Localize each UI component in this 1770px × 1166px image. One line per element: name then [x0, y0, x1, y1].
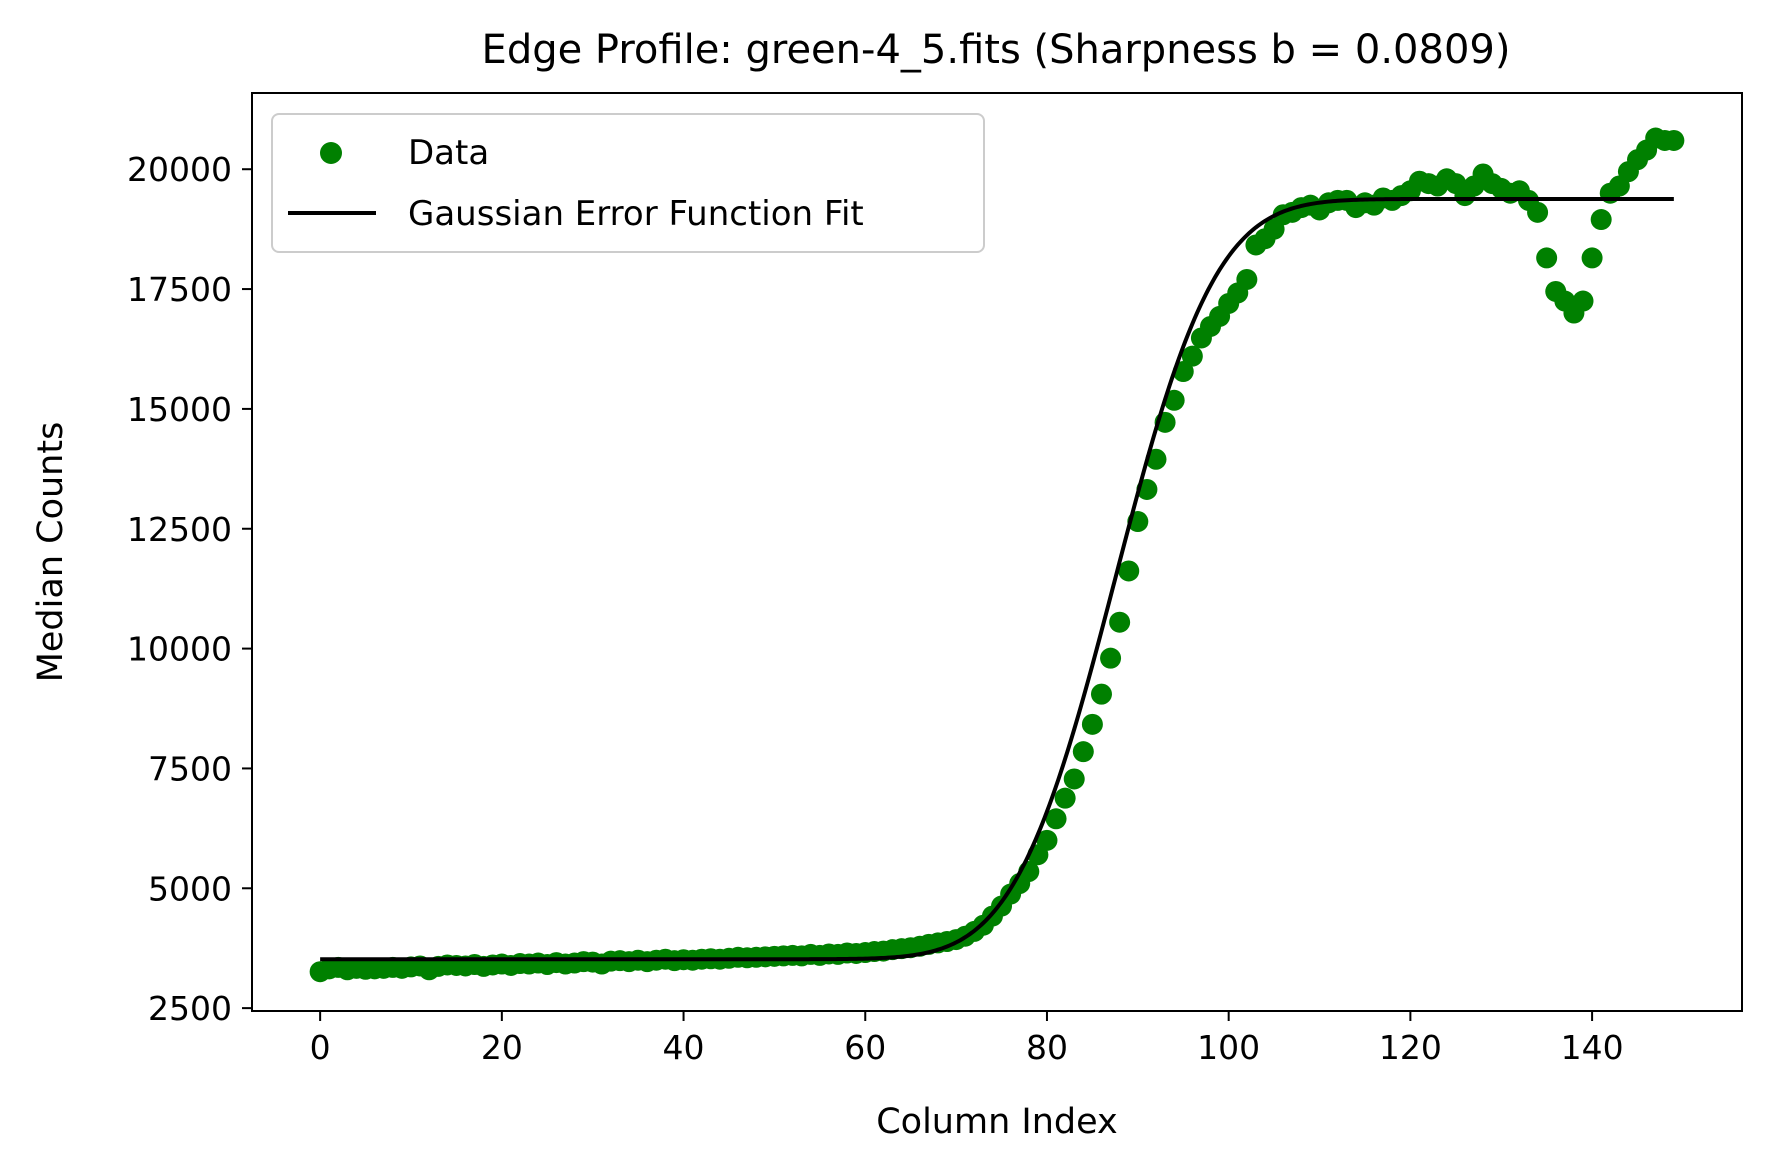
data-point — [1590, 209, 1612, 231]
y-tick-label: 10000 — [127, 630, 232, 669]
data-point — [1045, 808, 1067, 830]
x-tick-label: 40 — [663, 1028, 705, 1067]
axes-frame — [251, 92, 1743, 1012]
y-tick-label: 2500 — [148, 989, 232, 1028]
data-point — [1081, 713, 1103, 735]
data-point — [1181, 345, 1203, 367]
legend-label-data: Data — [408, 133, 489, 173]
data-point — [1236, 268, 1258, 290]
data-point — [1036, 829, 1058, 851]
x-tick-label: 80 — [1026, 1028, 1068, 1067]
legend-box — [271, 113, 985, 253]
y-axis-label: Median Counts — [31, 422, 71, 683]
legend: Data Gaussian Error Function Fit — [271, 113, 985, 253]
y-tick-label: 17500 — [127, 270, 232, 309]
data-point — [1118, 560, 1140, 582]
legend-label-fit: Gaussian Error Function Fit — [408, 194, 864, 234]
chart-title: Edge Profile: green-4_5.fits (Sharpness … — [482, 27, 1511, 73]
data-point — [1572, 290, 1594, 312]
y-tick-label: 12500 — [127, 510, 232, 549]
y-tick-label: 7500 — [148, 749, 232, 788]
data-point — [1109, 611, 1131, 633]
data-point — [1536, 247, 1558, 269]
legend-marker-data — [320, 142, 342, 164]
axis-ticks: 0 20 40 60 80 100 120 140 2500 5000 7500 10000 12500… — [127, 150, 1624, 1067]
x-tick-label: 60 — [844, 1028, 886, 1067]
data-point — [1063, 768, 1085, 790]
x-tick-label: 100 — [1197, 1028, 1260, 1067]
data-point — [1090, 683, 1112, 705]
y-tick-label: 5000 — [148, 869, 232, 908]
data-point — [1663, 129, 1685, 151]
data-point — [1527, 201, 1549, 223]
x-tick-label: 120 — [1379, 1028, 1442, 1067]
data-point — [1100, 647, 1122, 669]
x-tick-label: 140 — [1561, 1028, 1624, 1067]
data-point — [1054, 787, 1076, 809]
y-tick-label: 20000 — [127, 150, 232, 189]
data-point — [1163, 389, 1185, 411]
x-axis-label: Column Index — [876, 1102, 1118, 1142]
data-point — [1072, 741, 1094, 763]
fit-line — [320, 196, 1674, 962]
plot-area — [309, 127, 1685, 983]
x-tick-label: 0 — [310, 1028, 331, 1067]
y-tick-label: 15000 — [127, 390, 232, 429]
x-tick-label: 20 — [481, 1028, 523, 1067]
data-point — [1581, 247, 1603, 269]
